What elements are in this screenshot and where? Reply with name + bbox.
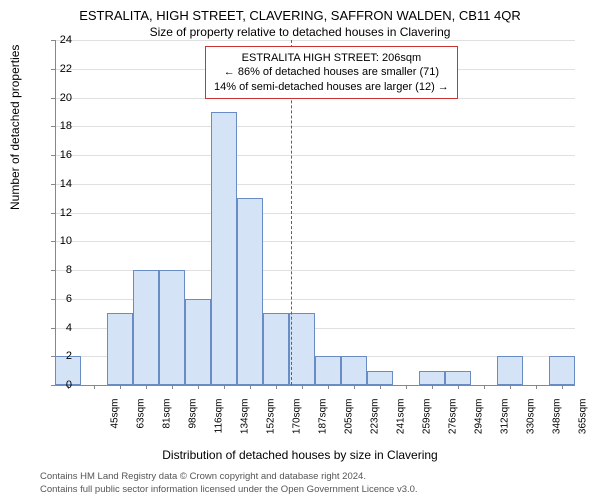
info-line-1: ESTRALITA HIGH STREET: 206sqm [214, 51, 449, 65]
x-tick [432, 385, 433, 389]
y-tick-label: 0 [52, 379, 72, 391]
x-tick-label: 63sqm [136, 399, 147, 449]
bar [497, 356, 523, 385]
info-box: ESTRALITA HIGH STREET: 206sqm ← 86% of d… [205, 46, 458, 99]
x-tick [120, 385, 121, 389]
x-tick [276, 385, 277, 389]
grid-line [55, 184, 575, 185]
x-tick-label: 170sqm [292, 399, 303, 449]
x-tick-label: 259sqm [422, 399, 433, 449]
x-tick-label: 187sqm [318, 399, 329, 449]
x-tick [146, 385, 147, 389]
x-tick [380, 385, 381, 389]
x-tick [198, 385, 199, 389]
x-tick [510, 385, 511, 389]
grid-line [55, 40, 575, 41]
x-axis [55, 385, 575, 386]
y-tick-label: 4 [52, 322, 72, 334]
x-tick-label: 134sqm [240, 399, 251, 449]
bar [367, 371, 393, 385]
footer-line-2: Contains full public sector information … [40, 484, 418, 496]
bar [211, 112, 237, 385]
y-tick-label: 14 [52, 178, 72, 190]
x-tick-label: 116sqm [214, 399, 225, 449]
y-tick-label: 8 [52, 264, 72, 276]
x-axis-label: Distribution of detached houses by size … [0, 448, 600, 462]
info-line-2: ← 86% of detached houses are smaller (71… [214, 65, 449, 79]
x-tick-label: 152sqm [266, 399, 277, 449]
bar [549, 356, 575, 385]
footer-line-1: Contains HM Land Registry data © Crown c… [40, 471, 418, 483]
bar [185, 299, 211, 385]
y-tick-label: 2 [52, 350, 72, 362]
x-tick [562, 385, 563, 389]
x-tick [406, 385, 407, 389]
grid-line [55, 155, 575, 156]
x-tick [302, 385, 303, 389]
y-tick-label: 12 [52, 207, 72, 219]
x-tick [94, 385, 95, 389]
y-tick-label: 22 [52, 63, 72, 75]
y-tick-label: 6 [52, 293, 72, 305]
x-tick [172, 385, 173, 389]
x-tick [328, 385, 329, 389]
chart-container: ESTRALITA, HIGH STREET, CLAVERING, SAFFR… [0, 0, 600, 500]
y-tick-label: 24 [52, 34, 72, 46]
grid-line [55, 126, 575, 127]
x-tick-label: 205sqm [344, 399, 355, 449]
x-tick-label: 330sqm [526, 399, 537, 449]
y-axis-label: Number of detached properties [8, 45, 22, 210]
x-tick [458, 385, 459, 389]
chart-subtitle: Size of property relative to detached ho… [0, 25, 600, 39]
chart-title: ESTRALITA, HIGH STREET, CLAVERING, SAFFR… [0, 0, 600, 23]
bar [159, 270, 185, 385]
footer: Contains HM Land Registry data © Crown c… [40, 471, 418, 496]
x-tick [224, 385, 225, 389]
info-line-3: 14% of semi-detached houses are larger (… [214, 80, 449, 94]
x-tick [484, 385, 485, 389]
x-tick-label: 45sqm [110, 399, 121, 449]
bar [263, 313, 289, 385]
x-tick-label: 312sqm [500, 399, 511, 449]
x-tick-label: 276sqm [448, 399, 459, 449]
y-tick-label: 18 [52, 120, 72, 132]
grid-line [55, 213, 575, 214]
x-tick-label: 241sqm [396, 399, 407, 449]
grid-line [55, 241, 575, 242]
x-tick-label: 348sqm [552, 399, 563, 449]
x-tick [250, 385, 251, 389]
bar [445, 371, 471, 385]
x-tick [354, 385, 355, 389]
y-tick-label: 16 [52, 149, 72, 161]
y-tick-label: 10 [52, 235, 72, 247]
y-tick-label: 20 [52, 92, 72, 104]
bar [419, 371, 445, 385]
bar [133, 270, 159, 385]
x-tick [536, 385, 537, 389]
bar [237, 198, 263, 385]
x-tick-label: 365sqm [578, 399, 589, 449]
bar [341, 356, 367, 385]
x-tick-label: 294sqm [474, 399, 485, 449]
bar [315, 356, 341, 385]
x-tick-label: 223sqm [370, 399, 381, 449]
bar [107, 313, 133, 385]
x-tick-label: 81sqm [162, 399, 173, 449]
x-tick-label: 98sqm [188, 399, 199, 449]
